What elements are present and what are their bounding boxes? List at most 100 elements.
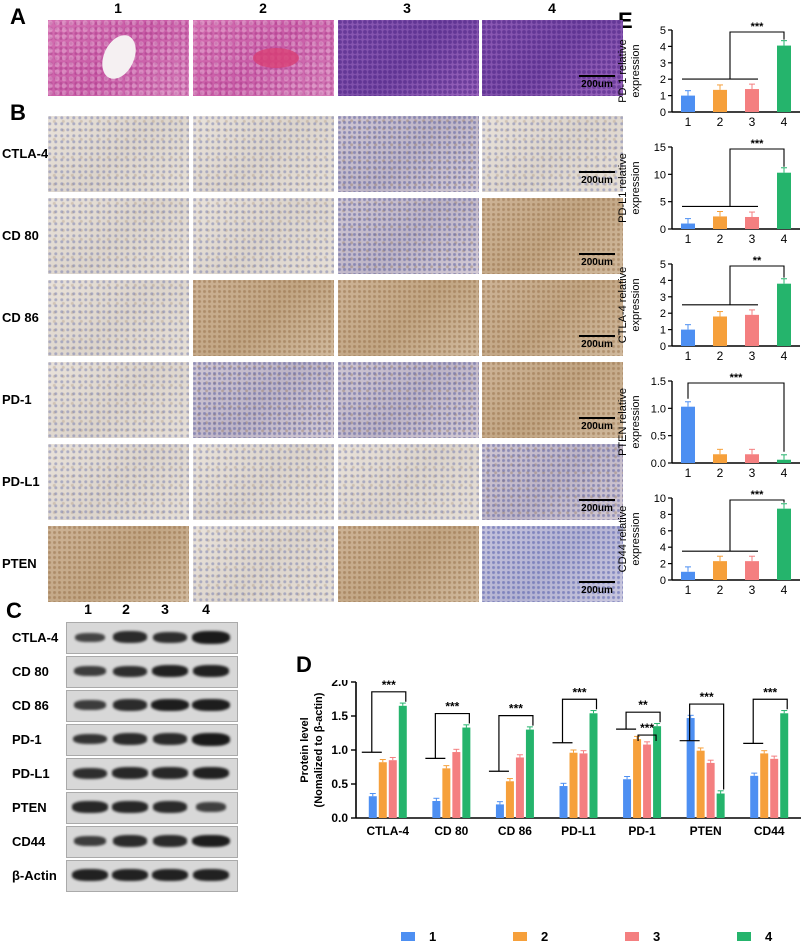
wb-band xyxy=(73,733,107,745)
wb-band xyxy=(151,868,189,882)
ihc-image xyxy=(338,280,479,356)
x-tick-label: 3 xyxy=(749,583,756,597)
y-tick-label: 2 xyxy=(660,74,666,86)
y-tick-label: 3 xyxy=(660,58,666,70)
he-image-2 xyxy=(193,20,334,96)
bar xyxy=(777,283,791,346)
x-tick-label: CD 86 xyxy=(498,824,532,838)
wb-row-label: β-Actin xyxy=(12,868,57,883)
significance-label: *** xyxy=(751,138,765,150)
x-tick-label: 4 xyxy=(781,349,788,363)
scale-bar-label: 200um xyxy=(581,79,613,90)
wb-band xyxy=(113,665,147,677)
significance-label: ** xyxy=(638,698,648,712)
y-tick-label: 0 xyxy=(660,107,666,119)
scale-bar-label: 200um xyxy=(581,175,613,186)
significance-bracket xyxy=(682,499,785,552)
x-tick-label: 2 xyxy=(717,232,724,246)
scale-bar: 200um xyxy=(579,171,615,186)
y-axis-label-line: expression xyxy=(630,278,642,331)
significance-bracket xyxy=(682,31,785,80)
ihc-image xyxy=(338,526,479,602)
y-tick-label: 3 xyxy=(660,292,666,304)
he-image-4: 200um xyxy=(482,20,623,96)
wb-row-label: CTLA-4 xyxy=(12,630,59,645)
y-tick-label: 2 xyxy=(660,308,666,320)
ihc-image xyxy=(193,444,334,520)
column-header-4: 4 xyxy=(548,0,556,16)
wb-band xyxy=(74,836,106,846)
wb-band xyxy=(74,666,106,676)
bar xyxy=(569,752,578,818)
legend-label: 2 xyxy=(541,929,548,944)
bar xyxy=(432,801,441,818)
wb-band xyxy=(112,835,148,847)
legend-label: 3 xyxy=(653,929,660,944)
y-tick-label: 1.5 xyxy=(651,376,666,388)
y-tick-label: 0 xyxy=(660,224,666,236)
y-axis-label-line: PD-1 relative xyxy=(617,39,629,103)
bar xyxy=(745,314,759,346)
ihc-image xyxy=(338,116,479,192)
x-tick-label: 4 xyxy=(781,583,788,597)
bar xyxy=(745,216,759,229)
y-axis-label: PTEN relative expression xyxy=(617,388,642,456)
wb-column-1: 1 xyxy=(84,601,92,617)
significance-label: *** xyxy=(640,721,654,735)
vessel-lumen xyxy=(95,29,143,85)
ihc-image xyxy=(338,198,479,274)
wb-row-label: PD-L1 xyxy=(12,766,50,781)
x-tick-label: 1 xyxy=(685,466,692,480)
x-tick-label: 1 xyxy=(685,115,692,129)
bar xyxy=(452,752,461,818)
bar xyxy=(368,796,377,818)
bar xyxy=(681,95,695,112)
panel-letter-c: C xyxy=(6,598,22,623)
he-image-3 xyxy=(338,20,479,96)
wb-band xyxy=(112,801,148,813)
y-tick-label: 0.5 xyxy=(331,777,348,791)
bar xyxy=(686,718,695,818)
y-tick-label: 1.0 xyxy=(331,743,348,757)
ihc-image xyxy=(48,198,189,274)
scale-bar-label: 200um xyxy=(581,585,613,596)
significance-bracket xyxy=(743,698,788,744)
wb-band xyxy=(73,767,107,779)
wb-band xyxy=(151,664,189,678)
ihc-row-label: CD 80 xyxy=(2,228,39,243)
x-tick-label: 4 xyxy=(781,115,788,129)
bar xyxy=(681,329,695,346)
y-tick-label: 4 xyxy=(660,542,666,554)
wb-row-label: CD 86 xyxy=(12,698,49,713)
panel-letter-a: A xyxy=(10,4,26,29)
bar xyxy=(559,786,568,818)
y-axis-label: CTLA-4 relative expression xyxy=(617,267,642,343)
bar xyxy=(780,713,789,818)
bar xyxy=(388,760,397,818)
legend-label: 1 xyxy=(429,929,436,944)
bar xyxy=(777,172,791,229)
wb-band xyxy=(112,699,148,711)
ihc-row-label: CD 86 xyxy=(2,310,39,325)
scale-bar-label: 200um xyxy=(581,257,613,268)
ihc-image xyxy=(48,116,189,192)
x-tick-label: 1 xyxy=(685,583,692,597)
y-tick-label: 1.0 xyxy=(651,403,666,415)
wb-column-3: 3 xyxy=(161,601,169,617)
wb-row-label: CD 80 xyxy=(12,664,49,679)
significance-label: *** xyxy=(751,21,765,33)
ihc-image: 200um xyxy=(482,362,623,438)
bar xyxy=(713,216,727,229)
bar xyxy=(579,753,588,818)
x-tick-label: 1 xyxy=(685,349,692,363)
scale-bar: 200um xyxy=(579,499,615,514)
bar xyxy=(713,561,727,580)
bar xyxy=(770,758,779,818)
x-tick-label: 1 xyxy=(685,232,692,246)
significance-label: *** xyxy=(572,685,586,699)
wb-band xyxy=(111,868,149,882)
ihc-image: 200um xyxy=(482,198,623,274)
ihc-row-label: PTEN xyxy=(2,556,37,571)
ihc-image: 200um xyxy=(482,526,623,602)
wb-band xyxy=(192,834,230,848)
